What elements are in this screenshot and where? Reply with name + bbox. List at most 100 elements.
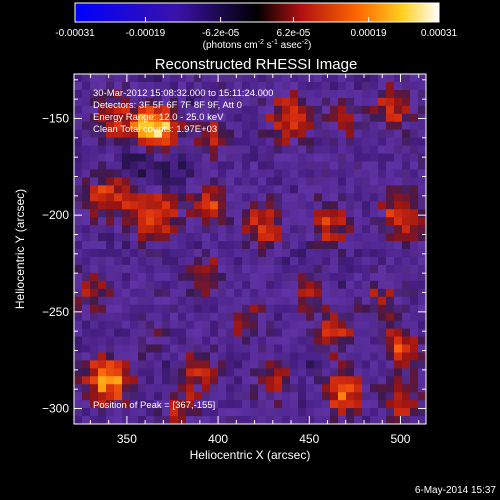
heatmap-cell bbox=[274, 304, 283, 314]
heatmap-cell bbox=[378, 161, 387, 170]
heatmap-cell bbox=[250, 241, 259, 250]
colorbar-gradient bbox=[74, 2, 440, 23]
heatmap-cell bbox=[282, 328, 291, 337]
heatmap-cell bbox=[218, 121, 227, 131]
heatmap-cell bbox=[370, 233, 379, 242]
heatmap-cell bbox=[186, 113, 195, 123]
heatmap-cell bbox=[314, 336, 323, 345]
heatmap-cell bbox=[226, 328, 235, 337]
heatmap-cell bbox=[330, 288, 339, 298]
heatmap-cell bbox=[226, 288, 235, 298]
heatmap-cell bbox=[362, 233, 371, 242]
heatmap-cell bbox=[194, 304, 203, 314]
annotation-detectors: Detectors: 3F 5F 6F 7F 8F 9F, Att 0 bbox=[93, 100, 242, 111]
heatmap-cell bbox=[250, 185, 259, 194]
heatmap-cell bbox=[250, 217, 259, 226]
y-tick-label: −150 bbox=[42, 111, 69, 125]
heatmap-cell bbox=[162, 384, 171, 393]
heatmap-cell bbox=[250, 129, 259, 139]
chart-title: Reconstructed RHESSI Image bbox=[155, 56, 358, 73]
heatmap-cell bbox=[314, 296, 323, 306]
heatmap-cell bbox=[186, 81, 195, 91]
heatmap-cell bbox=[298, 74, 307, 83]
heatmap-cell bbox=[322, 217, 331, 226]
heatmap-cell bbox=[226, 272, 235, 282]
heatmap-cell bbox=[330, 241, 339, 250]
colorbar: -0.00031 -0.00019 -6.2e-05 6.2e-05 0.00019 0.… bbox=[55, 2, 458, 51]
heatmap-cell bbox=[354, 272, 363, 282]
heatmap-cell bbox=[122, 336, 131, 345]
heatmap-cell bbox=[298, 113, 307, 123]
heatmap-cell bbox=[114, 272, 123, 282]
heatmap-cell bbox=[314, 400, 323, 409]
heatmap-cell bbox=[258, 137, 267, 146]
heatmap-cell bbox=[314, 225, 323, 234]
heatmap-cell bbox=[210, 201, 219, 210]
heatmap-cell bbox=[90, 296, 99, 306]
heatmap-cell bbox=[346, 272, 355, 282]
heatmap-cell bbox=[250, 352, 259, 361]
heatmap-cell bbox=[274, 193, 283, 202]
heatmap-cell bbox=[346, 328, 355, 337]
heatmap-cell bbox=[418, 344, 427, 353]
heatmap-cell bbox=[378, 288, 387, 298]
heatmap-cell bbox=[258, 129, 267, 139]
heatmap-cell bbox=[178, 392, 187, 401]
heatmap-cell bbox=[378, 225, 387, 234]
heatmap-cell bbox=[218, 344, 227, 353]
heatmap-cell bbox=[258, 121, 267, 131]
heatmap-cell bbox=[362, 384, 371, 393]
heatmap-cell bbox=[98, 360, 107, 369]
heatmap-cell bbox=[122, 312, 131, 321]
heatmap-cell bbox=[266, 384, 275, 393]
heatmap-cell bbox=[282, 185, 291, 194]
heatmap-cell bbox=[322, 177, 331, 186]
heatmap-cell bbox=[402, 209, 411, 218]
heatmap-cell bbox=[210, 249, 219, 258]
heatmap-cell bbox=[274, 288, 283, 298]
heatmap-cell bbox=[306, 177, 315, 186]
heatmap-cell bbox=[386, 360, 395, 369]
heatmap-cell bbox=[178, 312, 187, 321]
heatmap-cell bbox=[170, 384, 179, 393]
heatmap-cell bbox=[242, 161, 251, 170]
heatmap-cell bbox=[130, 161, 139, 170]
heatmap-cell bbox=[378, 105, 387, 115]
heatmap-cell bbox=[418, 153, 427, 162]
heatmap-cell bbox=[402, 352, 411, 361]
heatmap-cell bbox=[218, 217, 227, 226]
heatmap-cell bbox=[306, 392, 315, 401]
heatmap-cell bbox=[194, 201, 203, 210]
heatmap-cell bbox=[138, 137, 147, 146]
heatmap-cell bbox=[122, 225, 131, 234]
heatmap-cell bbox=[362, 296, 371, 306]
heatmap-cell bbox=[82, 177, 91, 186]
heatmap-cell bbox=[306, 97, 315, 107]
heatmap-cell bbox=[162, 153, 171, 162]
heatmap-cell bbox=[282, 169, 291, 178]
heatmap-cell bbox=[306, 74, 315, 83]
heatmap-cell bbox=[154, 161, 163, 170]
heatmap-cell bbox=[178, 225, 187, 234]
heatmap-cell bbox=[418, 169, 427, 178]
heatmap-cell bbox=[298, 217, 307, 226]
heatmap-cell bbox=[338, 161, 347, 170]
heatmap-cell bbox=[154, 280, 163, 290]
heatmap-cell bbox=[378, 280, 387, 290]
heatmap-cell bbox=[162, 360, 171, 369]
heatmap-cell bbox=[322, 209, 331, 218]
heatmap-cell bbox=[258, 320, 267, 329]
heatmap-cell bbox=[282, 400, 291, 409]
heatmap-cell bbox=[306, 89, 315, 99]
heatmap-cell bbox=[186, 344, 195, 353]
heatmap-cell bbox=[338, 121, 347, 131]
heatmap-cell bbox=[178, 328, 187, 337]
heatmap-cell bbox=[282, 320, 291, 329]
heatmap-cell bbox=[106, 320, 115, 329]
heatmap-cell bbox=[74, 360, 83, 369]
heatmap-cell bbox=[250, 272, 259, 282]
heatmap-cell bbox=[202, 336, 211, 345]
heatmap-cell bbox=[74, 400, 83, 409]
heatmap-cell bbox=[218, 336, 227, 345]
heatmap-cell bbox=[138, 256, 147, 266]
